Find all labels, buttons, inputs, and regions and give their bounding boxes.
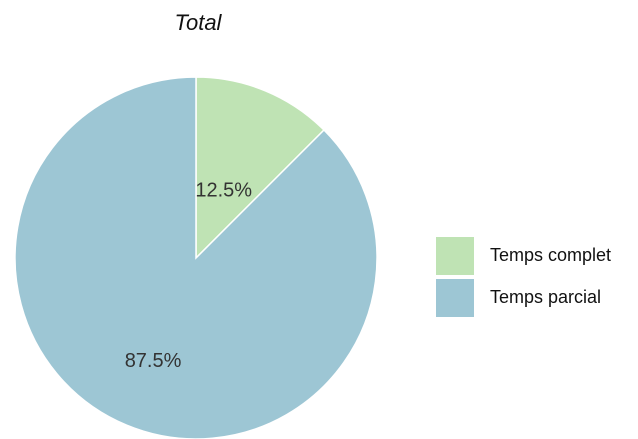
legend-label-0: Temps complet <box>490 245 611 265</box>
legend-swatch-0 <box>436 237 474 275</box>
pie-labels: 12.5% 87.5% <box>125 179 253 372</box>
pie-slice-1 <box>14 76 378 439</box>
slice-label-1: 87.5% <box>125 350 182 372</box>
legend: Temps complet Temps parcial <box>436 237 611 317</box>
chart-title: Total <box>175 10 223 35</box>
legend-label-1: Temps parcial <box>490 287 601 307</box>
slice-label-0: 12.5% <box>195 179 252 201</box>
pie-slice-0 <box>195 76 326 260</box>
pie-slices <box>14 76 378 439</box>
legend-swatch-1 <box>436 279 474 317</box>
